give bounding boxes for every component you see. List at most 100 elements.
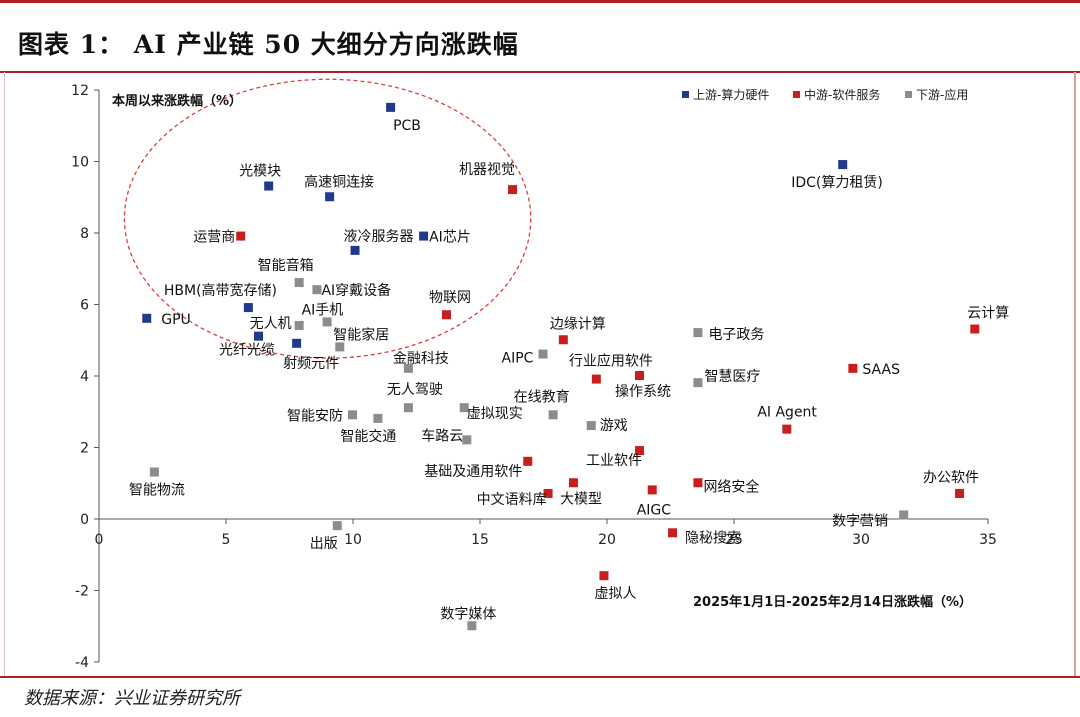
data-point-2-19 xyxy=(467,621,477,631)
point-label: 在线教育 xyxy=(514,389,570,405)
data-point-1-2 xyxy=(441,310,451,320)
legend-swatch xyxy=(905,91,912,98)
data-point-1-3 xyxy=(970,324,980,334)
y-tick-label: 6 xyxy=(80,298,89,314)
point-label: 游戏 xyxy=(600,418,628,434)
point-label: 智慧医疗 xyxy=(704,369,760,385)
point-label: AIGC xyxy=(637,502,672,518)
data-point-1-0 xyxy=(508,185,518,195)
point-label: 行业应用软件 xyxy=(569,353,653,370)
data-point-2-18 xyxy=(332,521,342,531)
point-label: 光纤光缆 xyxy=(219,343,275,359)
data-point-0-9 xyxy=(292,338,302,348)
x-tick-label: 5 xyxy=(222,532,231,548)
data-point-1-17 xyxy=(599,571,609,581)
data-point-2-5 xyxy=(538,349,548,359)
point-label: 虚拟现实 xyxy=(467,406,523,422)
legend-label: 上游-算力硬件 xyxy=(693,87,769,102)
data-point-2-15 xyxy=(462,435,472,445)
x-tick-label: 25 xyxy=(725,532,743,548)
data-point-0-5 xyxy=(350,245,360,255)
point-label: 智能物流 xyxy=(129,483,185,499)
point-label: AI Agent xyxy=(757,405,817,421)
point-label: 无人驾驶 xyxy=(387,382,443,398)
point-label: 无人机 xyxy=(250,316,292,332)
annotation-layer xyxy=(123,78,532,359)
point-label: 数字营销 xyxy=(832,513,888,529)
data-point-0-6 xyxy=(243,303,253,313)
point-label: 运营商 xyxy=(193,230,235,246)
point-label: 云计算 xyxy=(967,306,1009,322)
data-point-2-13 xyxy=(373,413,383,423)
y-tick-label: 10 xyxy=(71,155,89,171)
data-point-1-11 xyxy=(693,478,703,488)
y-tick-label: 12 xyxy=(71,83,89,99)
point-label: AI芯片 xyxy=(429,230,471,246)
data-point-2-1 xyxy=(312,285,322,295)
legend-swatch xyxy=(682,91,689,98)
x-axis-label: 2025年1月1日-2025年2月14日涨跌幅（%） xyxy=(693,594,972,610)
source-note: 数据来源：兴业证券研究所 xyxy=(24,688,240,709)
x-tick-label: 15 xyxy=(471,532,489,548)
point-label: 物联网 xyxy=(429,290,471,306)
y-tick-label: -2 xyxy=(75,584,89,600)
point-label: 边缘计算 xyxy=(550,316,606,332)
data-point-2-9 xyxy=(403,403,413,413)
data-point-1-15 xyxy=(955,488,965,498)
x-tick-label: 10 xyxy=(344,532,362,548)
x-tick-label: 30 xyxy=(852,532,870,548)
point-label: 车路云 xyxy=(421,427,463,444)
data-point-1-16 xyxy=(668,528,678,538)
legend-label: 中游-软件服务 xyxy=(804,87,880,102)
data-point-2-17 xyxy=(899,510,909,520)
point-label: AIPC xyxy=(502,351,534,367)
axes: -4 -2 0 2 4 6 8 10 12 0 5 10 15 20 25 30 35 xyxy=(71,83,997,671)
point-label: IDC(算力租赁) xyxy=(791,175,883,191)
point-label: 基础及通用软件 xyxy=(424,463,522,480)
data-point-0-0 xyxy=(386,102,396,112)
point-label: AI穿戴设备 xyxy=(321,282,391,299)
point-label: 智能家居 xyxy=(333,326,389,343)
point-label: 机器视觉 xyxy=(459,162,515,178)
data-point-2-12 xyxy=(348,410,357,420)
data-point-2-16 xyxy=(149,467,159,477)
point-label: 办公软件 xyxy=(923,470,979,486)
point-label: 虚拟人 xyxy=(594,586,636,602)
point-label: 操作系统 xyxy=(615,384,671,400)
point-label: 工业软件 xyxy=(586,453,642,469)
data-point-0-1 xyxy=(838,160,848,170)
point-label: 高速铜连接 xyxy=(304,173,374,190)
legend-label: 下游-应用 xyxy=(916,87,968,102)
point-label: SAAS xyxy=(862,362,900,378)
data-point-2-4 xyxy=(335,342,345,352)
scatter-chart: -4 -2 0 2 4 6 8 10 12 0 5 10 15 20 25 30 35 PCB IDC(算力租赁)… xyxy=(71,78,1009,671)
data-point-0-8 xyxy=(254,331,264,341)
y-tick-label: 0 xyxy=(80,512,89,528)
point-label: 智能音箱 xyxy=(258,257,314,274)
data-point-1-10 xyxy=(523,456,533,466)
data-point-1-7 xyxy=(635,371,645,380)
bottom-rule xyxy=(0,676,1080,678)
data-point-0-2 xyxy=(264,181,274,191)
legend-swatch xyxy=(793,91,800,98)
data-point-1-14 xyxy=(543,488,553,498)
point-label: GPU xyxy=(161,312,191,328)
point-label: 智能交通 xyxy=(340,428,396,445)
data-point-1-13 xyxy=(647,485,657,495)
y-tick-label: 4 xyxy=(80,369,89,385)
point-label: 隐秘搜索 xyxy=(685,529,741,546)
legend: 上游-算力硬件 中游-软件服务 下游-应用 xyxy=(682,87,968,102)
figure-header: 图表 1： AI 产业链 50 大细分方向涨跌幅 xyxy=(0,3,1080,71)
point-label: 网络安全 xyxy=(703,478,759,495)
data-point-2-10 xyxy=(459,403,469,413)
x-tick-label: 0 xyxy=(95,532,104,548)
point-label: AI手机 xyxy=(302,302,344,318)
data-point-2-7 xyxy=(693,328,703,338)
data-point-2-14 xyxy=(586,421,596,431)
frame-right xyxy=(1074,72,1076,676)
point-label: 中文语料库 xyxy=(477,492,547,508)
y-tick-label: 2 xyxy=(80,441,89,457)
top-rule xyxy=(0,0,1080,3)
point-label: 射频元件 xyxy=(283,356,339,372)
point-label: HBM(高带宽存储) xyxy=(164,282,277,299)
